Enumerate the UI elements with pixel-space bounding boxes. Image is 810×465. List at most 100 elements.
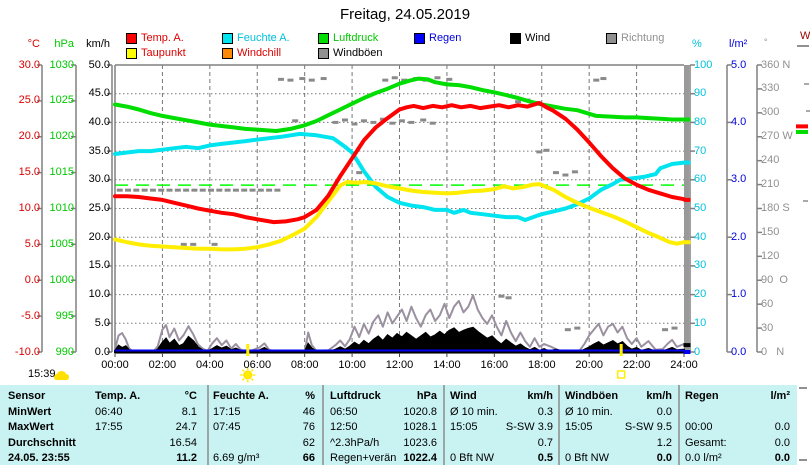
table-scrollbar[interactable] (797, 385, 810, 465)
x-axis-label: 00:00 (101, 359, 129, 371)
pressure-tick: 1000 (49, 273, 74, 286)
pressure-tick: 1025 (49, 94, 74, 107)
table-cell-value: 1022.4 (403, 452, 437, 464)
wind-tick: 25.0 (88, 202, 110, 214)
temp-tick: 30.0 (18, 58, 40, 71)
table-cell-text: 17:55 (95, 421, 123, 433)
legend-label: Taupunkt (141, 47, 186, 59)
temp-tick: 5.0 (24, 237, 40, 250)
wind-tick: 5.0 (94, 316, 110, 329)
direction-tick: 90 O (761, 273, 788, 286)
humidity-tick: 0 (694, 345, 701, 358)
humidity-tick: 10 (694, 316, 707, 329)
temp-axis-unit: °C (27, 38, 40, 50)
direction-tick: 30 (761, 321, 774, 334)
table-col-header: Wind (450, 390, 477, 402)
table-col-unit: °C (184, 390, 197, 402)
humidity-tick: 60 (694, 173, 707, 186)
table-cell-value: 1023.6 (403, 436, 437, 449)
plot-right-border (684, 65, 689, 352)
legend-swatch-icon (414, 33, 425, 44)
table-cell-text: 00:00 (685, 421, 713, 433)
table-cell-text: Gesamt: (685, 436, 727, 449)
series-windb-en (114, 294, 685, 353)
series-feuchte-a- (113, 131, 686, 222)
temp-tick: 0.0 (24, 273, 40, 286)
legend-label: Windböen (333, 47, 383, 59)
table-cell-value: 11.2 (176, 452, 197, 464)
table-cell-value: S-SW 3.9 (505, 421, 553, 433)
table-cell-text: Ø 10 min. (450, 405, 498, 418)
wind-tick: 50.0 (88, 58, 110, 71)
sunset-square-icon (616, 370, 626, 379)
table-cell-value: 66 (302, 452, 315, 464)
table-cell-value: 16.54 (169, 436, 197, 449)
table-cell-value: 0.5 (537, 452, 553, 464)
direction-tick: 330 (761, 82, 780, 95)
rain-tick: 1.0 (731, 288, 747, 301)
solar-axis-unit-cut: W (800, 30, 810, 42)
pressure-tick: 1010 (49, 202, 74, 214)
table-column-separator (678, 385, 680, 465)
current-direction-marker (796, 129, 808, 134)
table-cell-value: 46 (302, 405, 315, 418)
direction-tick: 270 W (761, 130, 793, 143)
humidity-tick: 70 (694, 144, 707, 157)
x-axis-label: 16:00 (480, 359, 509, 371)
legend-item-windchill: Windchill (222, 48, 317, 60)
table-cell-value: 24.7 (175, 421, 197, 433)
wind-tick: 15.0 (88, 259, 110, 272)
wind-tick: 45.0 (88, 87, 110, 100)
direction-tick: 120 (761, 249, 780, 262)
humidity-tick: 30 (694, 259, 707, 272)
current-value-marker (683, 240, 691, 245)
legend-swatch-icon (318, 33, 329, 44)
direction-tick: 300 (761, 106, 780, 119)
rain-tick: 2.0 (731, 230, 747, 243)
direction-tick: 0 N (761, 345, 785, 358)
pressure-tick: 1005 (49, 237, 74, 250)
wind-tick: 40.0 (88, 115, 110, 128)
scrollbar-up-mark[interactable] (799, 387, 807, 389)
table-col-header: Regen (685, 390, 719, 402)
legend-item-luftdruck: Luftdruck (318, 33, 413, 45)
table-cell-value: 0.0 (656, 405, 672, 418)
temp-tick: 25.0 (18, 94, 40, 107)
table-column-separator (558, 385, 560, 465)
legend-item-taupunkt: Taupunkt (126, 48, 221, 60)
table-cell-value: 0.0 (774, 421, 790, 433)
pressure-tick: 1015 (49, 166, 74, 179)
legend-swatch-icon (222, 33, 233, 44)
legend-swatch-icon (606, 33, 617, 44)
wind-tick: 0.0 (94, 345, 110, 358)
table-cell-text: 15:05 (450, 421, 478, 433)
table-row-label: 24.05. 23:55 (8, 452, 70, 464)
sunrise-tick (246, 344, 250, 356)
humidity-tick: 40 (694, 230, 707, 243)
current-direction-marker (796, 124, 808, 129)
wind-axis-unit: km/h (86, 38, 110, 50)
series-luftdruck (113, 76, 686, 133)
temp-tick: -10.0 (14, 345, 40, 358)
pressure-tick: 990 (55, 345, 74, 358)
scrollbar-down-mark[interactable] (799, 459, 807, 461)
table-cell-value: 8.1 (181, 405, 197, 418)
table-cell-text: 12:50 (330, 421, 358, 433)
current-value-marker (683, 117, 691, 122)
table-column-separator (322, 385, 324, 465)
humidity-tick: 50 (694, 202, 707, 214)
current-value-marker (683, 197, 691, 202)
direction-tick: 360 N (761, 58, 791, 71)
humidity-axis-unit: % (692, 38, 702, 50)
table-col-header: Temp. A. (95, 390, 141, 402)
table-col-unit: hPa (416, 390, 437, 402)
table-cell-value: 0.0 (774, 436, 790, 449)
legend-swatch-icon (222, 48, 233, 59)
sunrise-sun-ray (250, 378, 254, 381)
x-axis-label: 22:00 (622, 359, 651, 371)
x-axis-label: 04:00 (196, 359, 224, 371)
legend-swatch-icon (318, 48, 329, 59)
table-cell-text: Regen+verän (330, 452, 397, 464)
table-cell-value: 0.0 (774, 452, 790, 464)
current-value-marker (683, 350, 691, 354)
